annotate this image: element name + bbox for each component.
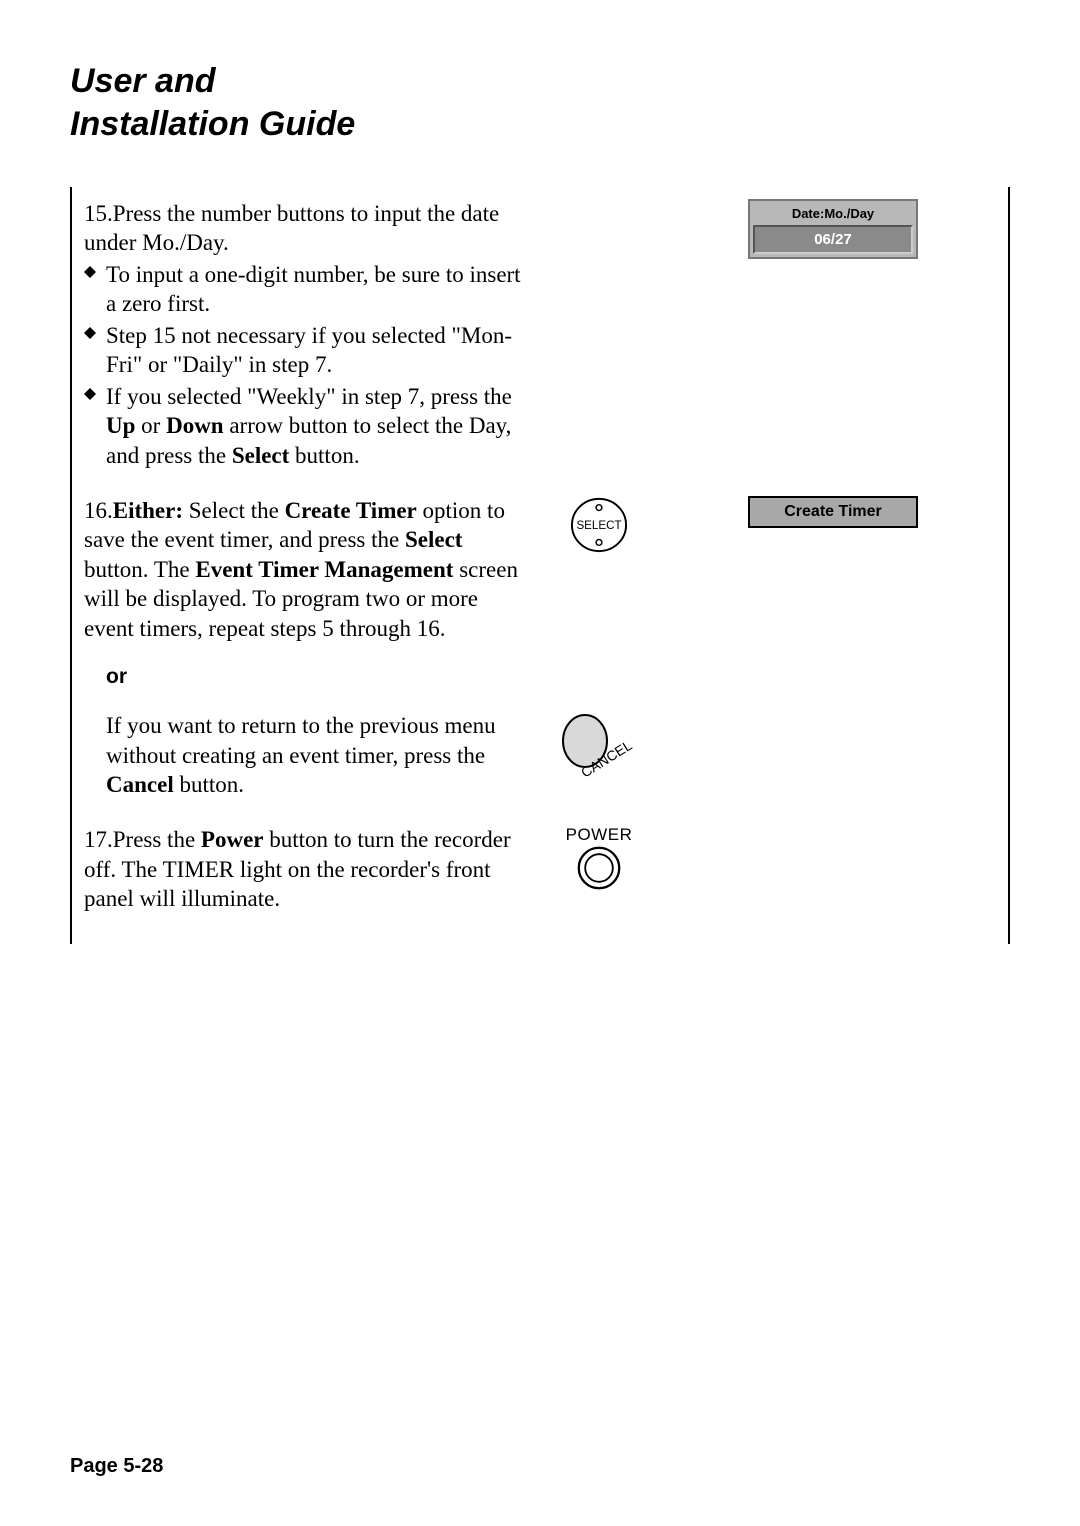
step-15-bullet-1: To input a one-digit number, be sure to … (84, 260, 524, 319)
date-panel-frame: Date:Mo./Day 06/27 (748, 199, 918, 259)
alt-pre: If you want to return to the previous me… (106, 713, 496, 767)
doc-title: User and Installation Guide (70, 60, 1010, 145)
step-15: 15.Press the number buttons to input the… (84, 199, 524, 258)
select-button-icon[interactable]: SELECT (570, 496, 628, 554)
step-17-text: 17.Press the Power button to turn the re… (84, 825, 524, 913)
step-15-number: 15. (84, 201, 113, 226)
s17-pre: Press the (113, 827, 201, 852)
bullet-1-text: To input a one-digit number, be sure to … (106, 260, 524, 319)
b3-pre: If you selected "Weekly" in step 7, pres… (106, 384, 512, 409)
select-label: SELECT (576, 519, 621, 532)
s16-t3: button. The (84, 557, 195, 582)
step-16-alt-text: If you want to return to the previous me… (84, 711, 524, 799)
page-footer: Page 5-28 (70, 1455, 163, 1478)
cancel-button-icon[interactable]: CANCEL (559, 711, 639, 781)
step-15-text: 15.Press the number buttons to input the… (84, 199, 524, 470)
step-16-number: 16. (84, 498, 113, 523)
bullet-2-text: Step 15 not necessary if you selected "M… (106, 321, 524, 380)
step-17: 17.Press the Power button to turn the re… (84, 825, 524, 913)
s16-b3: Event Timer Management (195, 557, 453, 582)
power-button-wrap: POWER (566, 825, 633, 891)
step-15-row: 15.Press the number buttons to input the… (84, 199, 992, 470)
step-16-alt-row: If you want to return to the previous me… (84, 711, 992, 799)
or-label: or (106, 665, 524, 689)
s16-b1: Create Timer (285, 498, 417, 523)
power-label: POWER (566, 825, 633, 845)
b3-select: Select (232, 443, 289, 468)
alt-post: button. (174, 772, 244, 797)
step-15-body: Press the number buttons to input the da… (84, 201, 499, 255)
date-panel-value[interactable]: 06/27 (753, 225, 913, 254)
title-line-2: Installation Guide (70, 105, 355, 143)
b3-down: Down (166, 413, 224, 438)
step-16-alt: If you want to return to the previous me… (84, 711, 524, 799)
step-15-bullet-3: If you selected "Weekly" in step 7, pres… (84, 382, 524, 470)
diamond-icon (84, 388, 98, 400)
step-16-either: Either: (113, 498, 183, 523)
step-17-number: 17. (84, 827, 113, 852)
diamond-icon (84, 266, 98, 278)
page: User and Installation Guide 15.Press the… (0, 0, 1080, 1526)
content-box: 15.Press the number buttons to input the… (70, 187, 1010, 944)
step-17-mid: POWER (524, 825, 674, 891)
b3-mid1: or (135, 413, 166, 438)
b3-post: button. (289, 443, 359, 468)
diamond-icon (84, 327, 98, 339)
create-timer-button[interactable]: Create Timer (748, 496, 918, 528)
bullet-3-text: If you selected "Weekly" in step 7, pres… (106, 382, 524, 470)
s16-b2: Select (405, 527, 462, 552)
date-panel: Date:Mo./Day 06/27 (748, 199, 918, 259)
title-line-1: User and (70, 62, 216, 100)
s16-t1: Select the (183, 498, 285, 523)
step-16-mid: SELECT (524, 496, 674, 554)
s17-b1: Power (201, 827, 264, 852)
alt-b: Cancel (106, 772, 174, 797)
step-16-right: Create Timer (674, 496, 992, 528)
date-panel-title: Date:Mo./Day (753, 204, 913, 225)
step-17-row: 17.Press the Power button to turn the re… (84, 825, 992, 913)
step-15-right: Date:Mo./Day 06/27 (674, 199, 992, 259)
step-16-alt-mid: CANCEL (524, 711, 674, 781)
step-15-bullet-2: Step 15 not necessary if you selected "M… (84, 321, 524, 380)
b3-up: Up (106, 413, 135, 438)
step-16: 16.Either: Select the Create Timer optio… (84, 496, 524, 643)
step-16-text: 16.Either: Select the Create Timer optio… (84, 496, 524, 711)
step-16-row: 16.Either: Select the Create Timer optio… (84, 496, 992, 711)
power-button-icon[interactable] (576, 845, 622, 891)
